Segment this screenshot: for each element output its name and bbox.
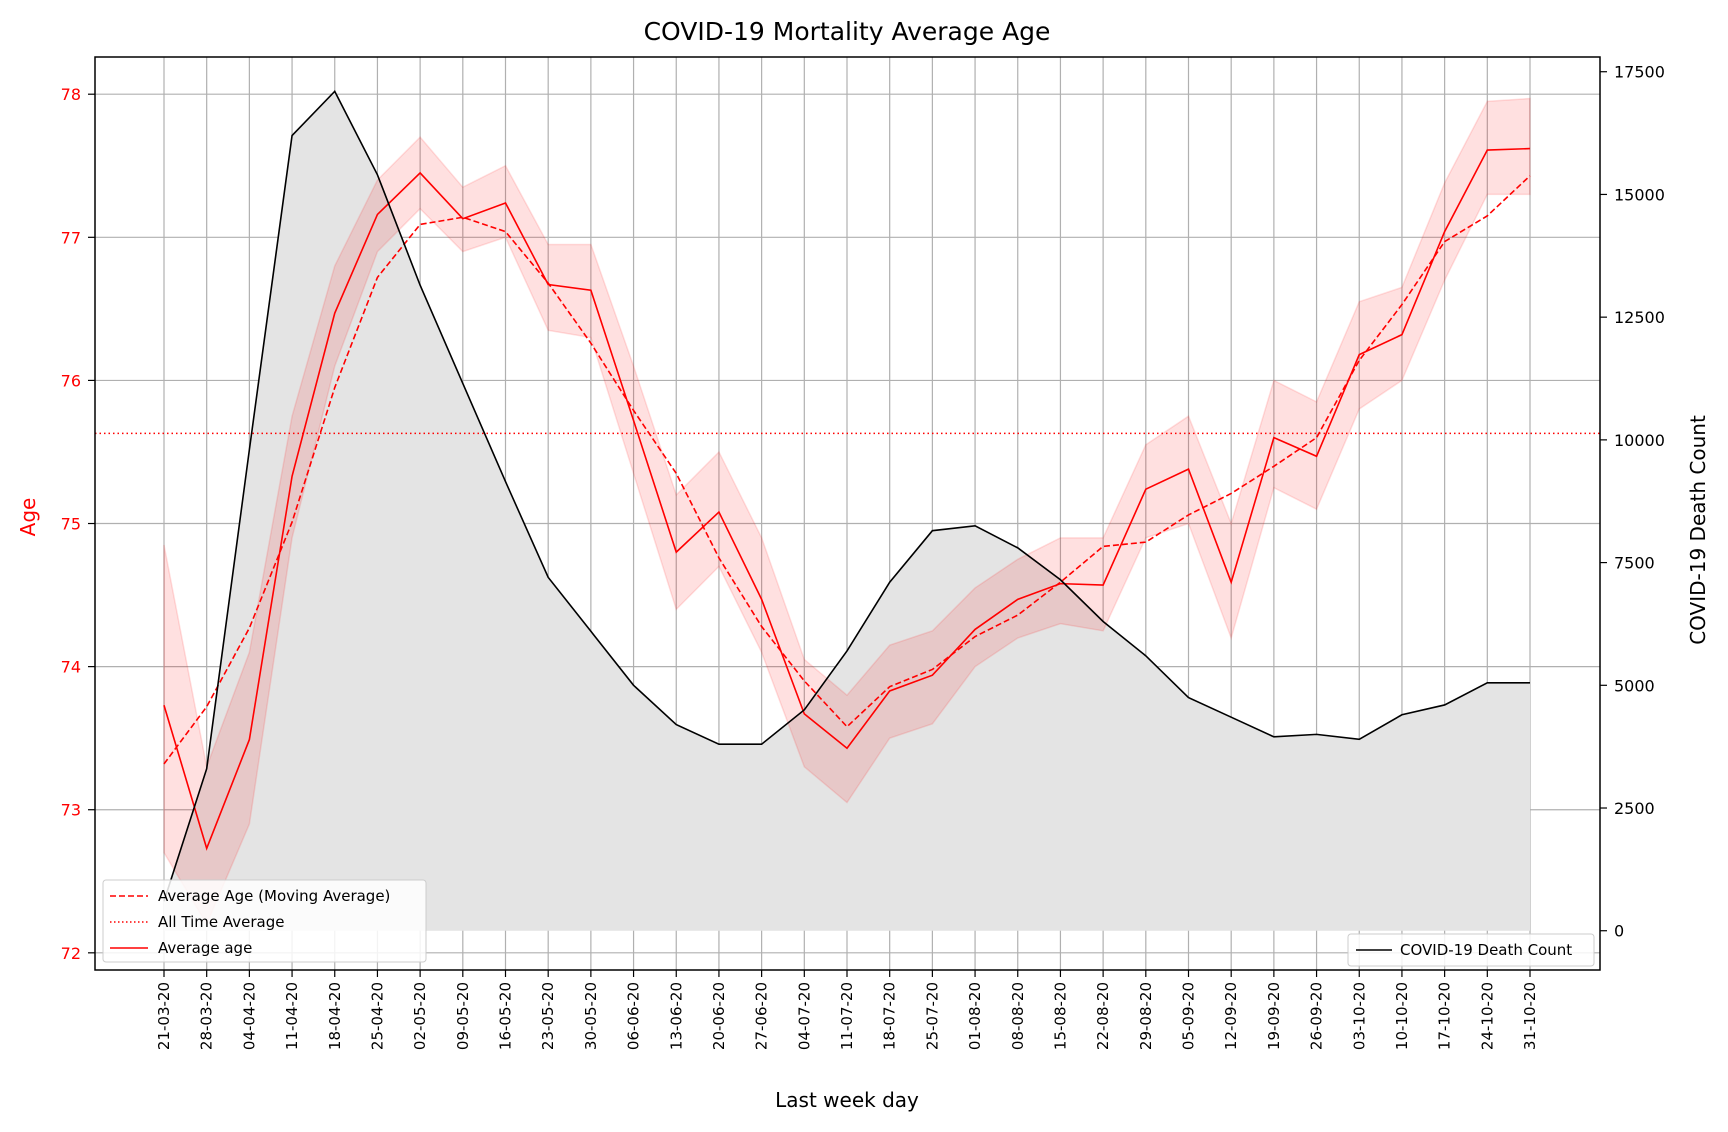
death-count-fill bbox=[164, 91, 1530, 931]
y-right-tick-label: 7500 bbox=[1614, 554, 1655, 573]
x-tick-label: 18-07-20 bbox=[881, 982, 899, 1050]
x-tick-label: 22-08-20 bbox=[1094, 982, 1112, 1050]
x-tick-label: 23-05-20 bbox=[539, 982, 557, 1050]
axes: 21-03-20 28-03-20 04-04-20 11-04-20 18-04-20… bbox=[61, 63, 1665, 1050]
x-tick-label: 21-03-20 bbox=[155, 982, 173, 1050]
y-right-tick-label: 10000 bbox=[1614, 431, 1665, 450]
x-tick-label: 04-07-20 bbox=[795, 982, 813, 1050]
average-age-band bbox=[163, 97, 1531, 926]
x-tick-label: 04-04-20 bbox=[240, 982, 258, 1050]
y-left-tick-label: 74 bbox=[61, 658, 81, 677]
x-tick-label: 10-10-20 bbox=[1393, 982, 1411, 1050]
x-tick-label: 28-03-20 bbox=[198, 982, 216, 1050]
y-axis-left-label: Age bbox=[16, 498, 40, 537]
x-tick-label: 09-05-20 bbox=[454, 982, 472, 1050]
x-tick-label: 12-09-20 bbox=[1222, 982, 1240, 1050]
x-tick-label: 11-07-20 bbox=[838, 982, 856, 1050]
x-tick-label: 02-05-20 bbox=[411, 982, 429, 1050]
x-tick-label: 06-06-20 bbox=[625, 982, 643, 1050]
average-age-line bbox=[163, 147, 1531, 851]
moving-average-line bbox=[163, 175, 1531, 765]
x-tick-label: 31-10-20 bbox=[1521, 982, 1539, 1050]
x-tick-label: 19-09-20 bbox=[1265, 982, 1283, 1050]
x-tick-label: 16-05-20 bbox=[497, 982, 515, 1050]
x-tick-label: 01-08-20 bbox=[966, 982, 984, 1050]
x-tick-label: 26-09-20 bbox=[1308, 982, 1326, 1050]
x-tick-label: 29-08-20 bbox=[1137, 982, 1155, 1050]
death-count-line bbox=[163, 89, 1530, 902]
y-left-tick-label: 73 bbox=[61, 801, 81, 820]
x-tick-label: 03-10-20 bbox=[1350, 982, 1368, 1050]
legend-moving-average-label: Average Age (Moving Average) bbox=[158, 887, 390, 905]
x-tick-label: 17-10-20 bbox=[1436, 982, 1454, 1050]
legend-death-count-label: COVID-19 Death Count bbox=[1400, 941, 1572, 959]
x-tick-label: 13-06-20 bbox=[667, 982, 685, 1050]
y-axis-right-label: COVID-19 Death Count bbox=[1686, 415, 1710, 645]
x-tick-label: 08-08-20 bbox=[1009, 982, 1027, 1050]
legend-right: COVID-19 Death Count bbox=[1347, 933, 1595, 967]
x-tick-label: 30-05-20 bbox=[582, 982, 600, 1050]
x-tick-label: 25-04-20 bbox=[368, 982, 386, 1050]
legend-left: Average Age (Moving Average) All Time Av… bbox=[102, 879, 427, 963]
y-left-tick-label: 77 bbox=[61, 228, 81, 247]
x-tick-label: 24-10-20 bbox=[1478, 982, 1496, 1050]
legend-average-age-label: Average age bbox=[158, 939, 252, 957]
x-axis-label: Last week day bbox=[775, 1088, 919, 1112]
y-right-tick-label: 0 bbox=[1614, 922, 1624, 941]
x-tick-label: 27-06-20 bbox=[753, 982, 771, 1050]
age-confidence-band bbox=[163, 97, 1531, 926]
y-right-tick-label: 2500 bbox=[1614, 799, 1655, 818]
y-left-tick-label: 72 bbox=[61, 944, 81, 963]
y-right-tick-label: 12500 bbox=[1614, 308, 1665, 327]
x-tick-label: 15-08-20 bbox=[1051, 982, 1069, 1050]
legend-right-box bbox=[1347, 933, 1595, 967]
chart-title: COVID-19 Mortality Average Age bbox=[644, 17, 1051, 46]
x-tick-label: 11-04-20 bbox=[283, 982, 301, 1050]
y-right-tick-label: 5000 bbox=[1614, 676, 1655, 695]
y-left-tick-label: 78 bbox=[61, 85, 81, 104]
y-right-tick-label: 15000 bbox=[1614, 185, 1665, 204]
y-right-tick-label: 17500 bbox=[1614, 63, 1665, 82]
x-tick-label: 18-04-20 bbox=[326, 982, 344, 1050]
death-count-area bbox=[164, 91, 1530, 931]
legend-all-time-average-label: All Time Average bbox=[158, 913, 284, 931]
legend-left-box bbox=[102, 879, 427, 963]
x-tick-label: 25-07-20 bbox=[923, 982, 941, 1050]
y-left-tick-label: 75 bbox=[61, 515, 81, 534]
series-lines bbox=[95, 89, 1600, 902]
x-tick-label: 20-06-20 bbox=[710, 982, 728, 1050]
x-tick-label: 05-09-20 bbox=[1180, 982, 1198, 1050]
y-left-tick-label: 76 bbox=[61, 371, 81, 390]
